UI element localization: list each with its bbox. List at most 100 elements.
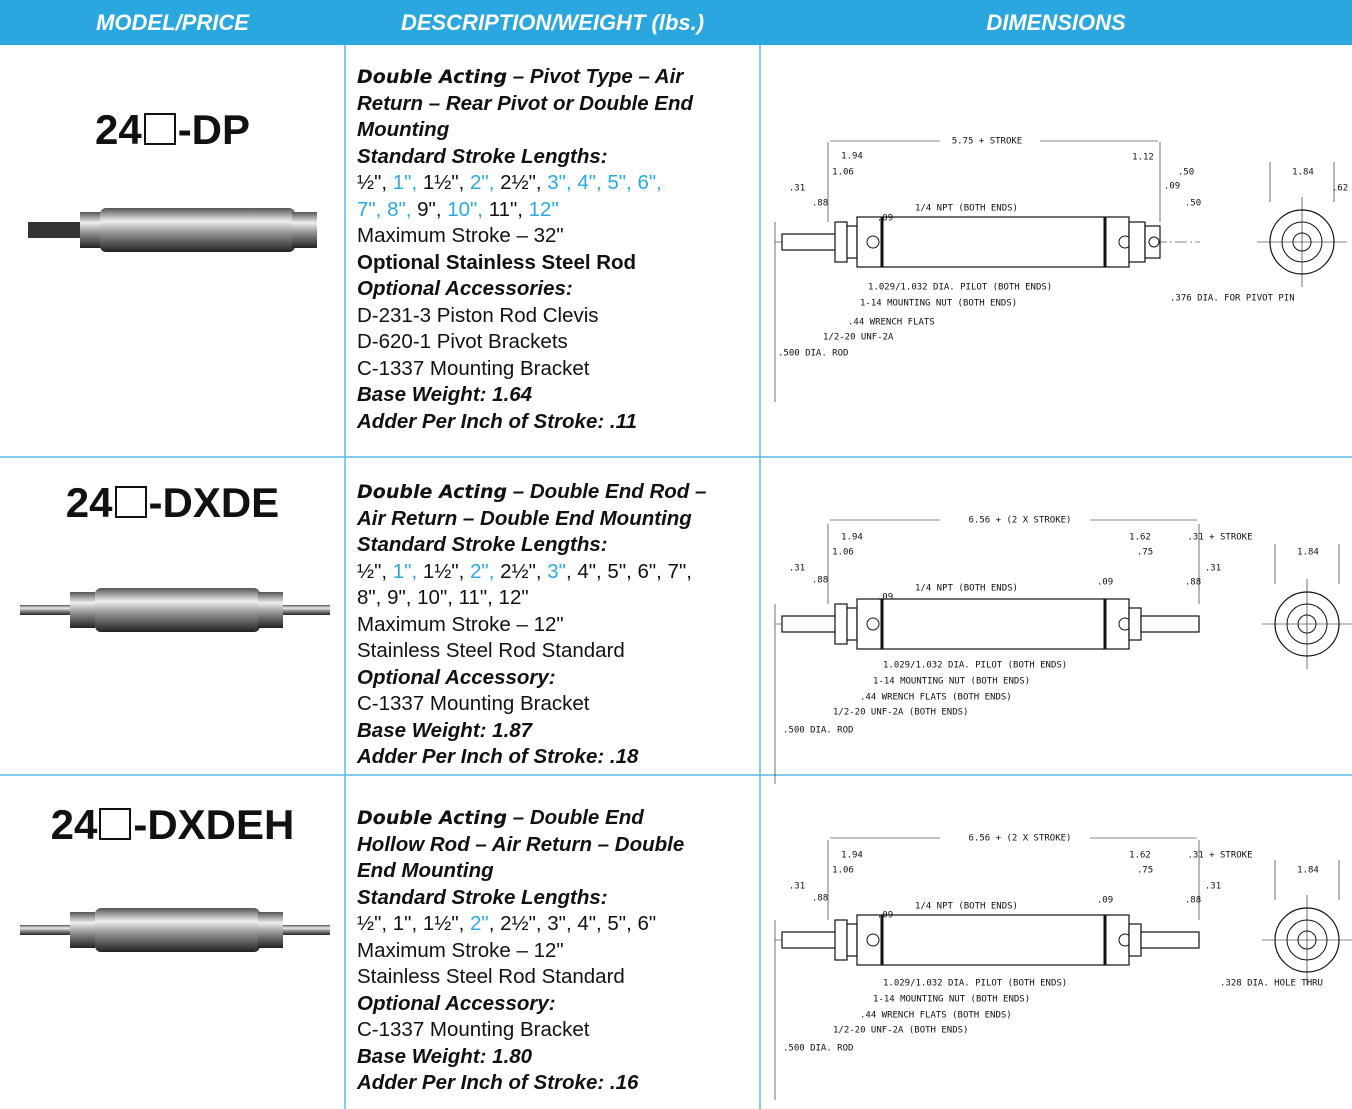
dimension-label: .44 WRENCH FLATS: [848, 318, 935, 328]
drawing-part: [866, 235, 880, 249]
description-line: Optional Stainless Steel Rod: [357, 250, 636, 276]
column-heading: MODEL/PRICE: [96, 10, 249, 35]
model-suffix: -DP: [177, 106, 251, 153]
model-prefix: 24: [65, 479, 113, 526]
description-text: Adder Per Inch of Stroke: .18: [357, 745, 639, 768]
model-suffix: -DXDEH: [133, 801, 295, 848]
drawing-part: [781, 233, 838, 251]
description-text: 2½",: [500, 171, 548, 194]
dimension-label: 1.84: [1297, 866, 1319, 876]
description-text: 1",: [392, 559, 423, 583]
column-heading: DIMENSIONS: [986, 10, 1126, 35]
description-line: Standard Stroke Lengths:: [357, 532, 608, 558]
description-text: ½",: [357, 171, 393, 194]
dimension-label: 1.84: [1292, 168, 1314, 178]
description-text: Hollow Rod – Air Return – Double: [357, 832, 685, 856]
description-line: ½", 1", 1½", 2", 2½", 3", 4", 5", 6", 7"…: [357, 559, 692, 585]
description-text: , 2½", 3", 4", 5", 6": [488, 912, 657, 935]
model-box: [143, 113, 176, 145]
drawing-part: [866, 617, 880, 631]
description-line: Adder Per Inch of Stroke: .18: [357, 744, 638, 770]
model-box: [114, 486, 147, 518]
description-text: Return – Rear Pivot or Double End: [357, 91, 694, 115]
dimension-label: 1/4 NPT (BOTH ENDS): [915, 204, 1018, 214]
dimension-label: .31: [789, 184, 805, 194]
description-line: Stainless Steel Rod Standard: [357, 638, 625, 664]
description-text: 3", 4", 5", 6",: [547, 171, 662, 194]
description-text: Maximum Stroke – 12": [357, 612, 564, 636]
dimension-label: 1.94: [841, 533, 863, 543]
description-text: Standard Stroke Lengths:: [357, 144, 608, 168]
description-text: Optional Accessories:: [357, 277, 573, 300]
product-body: [95, 588, 260, 632]
description-text: 2½",: [500, 559, 548, 583]
description-text: , 4", 5", 6", 7",: [565, 559, 692, 583]
dimension-label: 1.84: [1297, 548, 1319, 558]
drawing-part: [1140, 931, 1200, 949]
dimension-label: 1.94: [841, 152, 863, 162]
dimension-label: .31: [789, 564, 805, 574]
product-nut: [258, 592, 283, 628]
description-text: 10",: [447, 197, 489, 221]
dimension-label: 1.029/1.032 DIA. PILOT (BOTH ENDS): [868, 283, 1052, 293]
dimension-label: 1.62: [1129, 533, 1151, 543]
dimension-label: .09: [1097, 896, 1113, 906]
description-line: ½", 1", 1½", 2", 2½", 3", 4", 5", 6",: [357, 170, 662, 196]
product-body: [95, 908, 260, 952]
description-text: 1½",: [422, 171, 471, 194]
dimension-label: 1-14 MOUNTING NUT (BOTH ENDS): [873, 677, 1030, 687]
dimension-label: .09: [1164, 182, 1180, 192]
description-line: C-1337 Mounting Bracket: [357, 691, 589, 717]
description-text: – Double End: [507, 806, 644, 829]
dimension-label: .376 DIA. FOR PIVOT PIN: [1170, 294, 1295, 304]
dimension-label: 1.06: [832, 866, 854, 876]
description-line: ½", 1", 1½", 2", 2½", 3", 4", 5", 6": [357, 911, 656, 937]
description-text: 2",: [470, 559, 501, 583]
description-line: Double Acting – Double End Rod –: [357, 479, 706, 505]
description-line: Base Weight: 1.64: [357, 382, 532, 408]
description-text: C-1337 Mounting Bracket: [357, 356, 590, 380]
description-text: Optional Accessory:: [357, 665, 556, 689]
dimension-label: .09: [877, 911, 893, 921]
model-prefix: 24: [50, 801, 98, 848]
dimension-label: .88: [812, 894, 828, 904]
drawing-part: [1144, 225, 1161, 259]
description-text: Optional Accessory:: [357, 991, 556, 1015]
description-text: Double Acting: [357, 66, 508, 88]
dimension-label: 1/4 NPT (BOTH ENDS): [915, 902, 1018, 912]
description-line: Adder Per Inch of Stroke: .11: [357, 409, 637, 435]
drawing-part: [846, 923, 858, 957]
description-text: Adder Per Inch of Stroke: .16: [357, 1071, 639, 1094]
dimension-label: 1/2-20 UNF-2A: [823, 333, 894, 343]
dimension-label: 1-14 MOUNTING NUT (BOTH ENDS): [873, 995, 1030, 1005]
dimension-label: 1.12: [1132, 153, 1154, 163]
description-line: Base Weight: 1.87: [357, 718, 532, 744]
drawing-part: [856, 598, 1130, 650]
drawing-part: [834, 919, 848, 961]
description-line: D-620-1 Pivot Brackets: [357, 329, 568, 355]
dimension-label: 1.06: [832, 168, 854, 178]
dimension-label: .44 WRENCH FLATS (BOTH ENDS): [860, 1011, 1012, 1021]
description-line: 7", 8", 9", 10", 11", 12": [357, 197, 559, 223]
description-text: Adder Per Inch of Stroke: .11: [357, 409, 637, 433]
drawing-part: [856, 914, 1130, 966]
description-line: C-1337 Mounting Bracket: [357, 1017, 589, 1043]
header-bar: MODEL/PRICE DESCRIPTION/WEIGHT (lbs.) DI…: [0, 0, 1352, 45]
description-text: End Mounting: [357, 859, 494, 882]
drawing-part: [846, 225, 858, 259]
drawing-part: [856, 216, 1130, 268]
description-line: Double Acting – Pivot Type – Air: [357, 64, 683, 90]
description-line: 8", 9", 10", 11", 12": [357, 585, 529, 611]
dimension-label: .31: [1205, 564, 1221, 574]
description-line: Optional Accessory:: [357, 991, 556, 1017]
description-line: Optional Accessory:: [357, 665, 556, 691]
description-line: Base Weight: 1.80: [357, 1044, 532, 1070]
description-text: Base Weight: 1.87: [357, 718, 533, 742]
model-suffix: -DXDE: [148, 479, 280, 526]
description-text: – Pivot Type – Air: [507, 65, 684, 88]
description-line: Standard Stroke Lengths:: [357, 144, 608, 170]
dimension-label: .328 DIA. HOLE THRU: [1220, 979, 1323, 989]
product-nut: [258, 912, 283, 948]
drawing-part: [1128, 923, 1142, 957]
description-text: Double Acting: [357, 481, 508, 503]
